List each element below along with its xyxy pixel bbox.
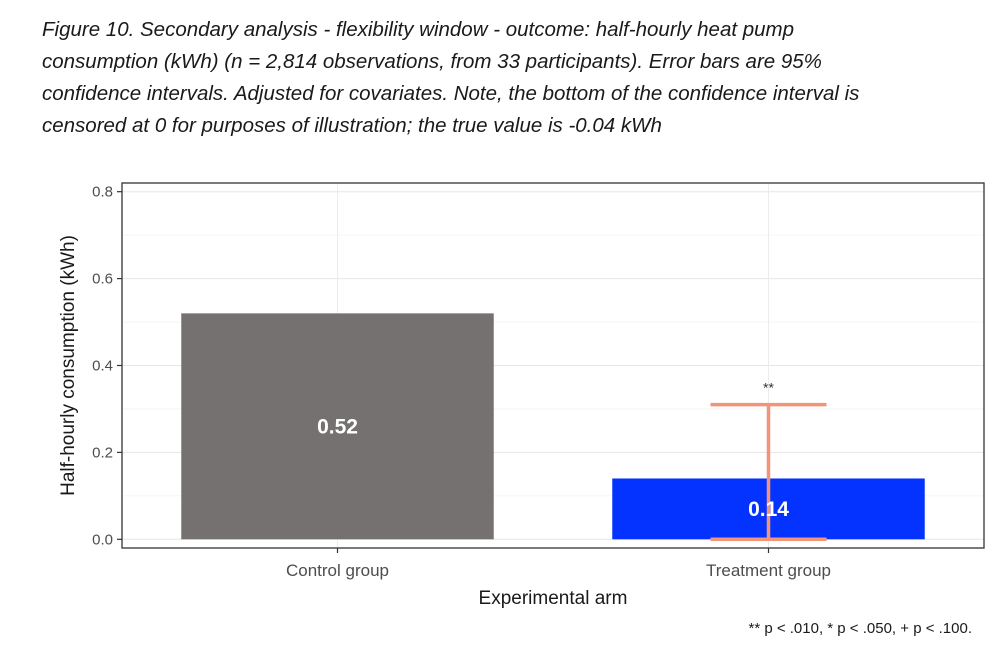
bars — [181, 313, 925, 540]
y-tick-label: 0.0 — [92, 531, 113, 548]
figure-caption: Figure 10. Secondary analysis - flexibil… — [42, 14, 982, 142]
data-label-2: 0.14 — [748, 498, 789, 521]
data-labels: 0.52 0.14 — [317, 415, 789, 521]
caption-line-4: censored at 0 for purposes of illustrati… — [42, 114, 662, 137]
y-tick-label: 0.8 — [92, 184, 113, 201]
error-bars: ** — [710, 380, 827, 542]
y-tick-label: 0.6 — [92, 271, 113, 288]
caption-line-3: confidence intervals. Adjusted for covar… — [42, 82, 860, 105]
bar-1 — [181, 313, 494, 540]
caption-line-1: Figure 10. Secondary analysis - flexibil… — [42, 18, 795, 41]
x-tick-label: Control group — [286, 561, 389, 580]
y-axis: 0.0 0.2 0.4 0.6 0.8 — [92, 184, 122, 548]
significance-marker: ** — [763, 380, 774, 396]
x-tick-label: Treatment group — [706, 561, 831, 580]
significance-footnote: ** p < .010, * p < .050, + p < .100. — [748, 620, 972, 637]
x-axis-title: Experimental arm — [479, 588, 628, 609]
y-tick-label: 0.4 — [92, 358, 113, 375]
caption-line-2: consumption (kWh) (n = 2,814 observation… — [42, 50, 822, 73]
y-axis-title: Half-hourly consumption (kWh) — [58, 235, 79, 496]
x-axis: Control group Treatment group — [286, 548, 831, 580]
data-label-1: 0.52 — [317, 415, 358, 438]
y-tick-label: 0.2 — [92, 444, 113, 461]
